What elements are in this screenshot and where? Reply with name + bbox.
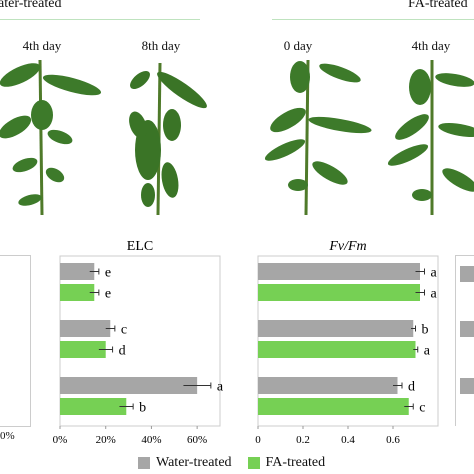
fvfm-tick-label-3: 0.6 xyxy=(386,434,400,446)
elc-chart: ELC ee cd a b 0% 20% 40% 60% xyxy=(53,239,224,446)
fvfm-letter-fa-3: c xyxy=(419,401,425,416)
elc-bar-fa-1 xyxy=(60,284,95,301)
legend: Water-treated FA-treated xyxy=(138,455,325,471)
right-fragment-bar-2 xyxy=(460,321,474,337)
fa-day-label-1: 0 day xyxy=(283,38,313,53)
water-day-label-2: 8th day xyxy=(141,38,181,53)
fa-header-line xyxy=(272,19,474,20)
fvfm-letter-water-2: b xyxy=(422,323,429,338)
plant-water-4th-day xyxy=(0,59,102,216)
plant-photos xyxy=(0,59,474,216)
elc-letter-fa-2: d xyxy=(119,344,126,359)
legend-water-swatch xyxy=(138,457,150,469)
elc-bar-fa-3 xyxy=(60,398,127,415)
elc-letter-fa-1: e xyxy=(105,287,111,302)
fvfm-letter-fa-2: a xyxy=(424,344,431,359)
fvfm-bar-water-3 xyxy=(258,377,398,394)
fvfm-tick-label-0: 0 xyxy=(255,434,261,446)
plant-water-8th-day xyxy=(129,62,207,216)
elc-tick-label-1: 20% xyxy=(96,434,116,446)
legend-fa-label: FA-treated xyxy=(265,455,326,470)
legend-fa-swatch xyxy=(247,457,260,469)
elc-bar-water-1 xyxy=(60,263,95,280)
right-chart-fragment xyxy=(455,255,474,426)
plant-fa-0-day xyxy=(264,59,372,216)
fa-day-label-2: 4th day xyxy=(411,38,451,53)
fvfm-bar-water-1 xyxy=(258,263,420,280)
water-day-label-1: 4th day xyxy=(22,38,62,53)
legend-fa: FA-treated xyxy=(247,455,326,471)
fvfm-bar-water-2 xyxy=(258,320,414,337)
fvfm-letter-fa-1: a xyxy=(431,287,438,302)
elc-tick-label-3: 60% xyxy=(187,434,207,446)
fvfm-letter-water-3: d xyxy=(408,380,415,395)
fa-treated-header: FA-treated xyxy=(408,0,468,11)
elc-bar-water-2 xyxy=(60,320,111,337)
elc-letter-fa-3: b xyxy=(139,401,146,416)
fvfm-tick-label-2: 0.4 xyxy=(341,434,355,446)
right-fragment-bar-3 xyxy=(460,378,474,394)
elc-tick-label-2: 40% xyxy=(141,434,161,446)
fvfm-bar-fa-3 xyxy=(258,398,409,415)
fvfm-chart-title: Fv/Fm xyxy=(328,239,366,254)
legend-water: Water-treated xyxy=(138,455,232,471)
elc-bar-water-3 xyxy=(60,377,198,394)
water-treated-header: ater-treated xyxy=(0,0,62,11)
elc-letter-water-2: c xyxy=(121,323,127,338)
fvfm-tick-label-1: 0.2 xyxy=(296,434,310,446)
left-fragment-tick: 0% xyxy=(0,430,15,442)
fvfm-letter-water-1: a xyxy=(431,266,438,281)
elc-letter-water-3: a xyxy=(217,380,224,395)
legend-water-label: Water-treated xyxy=(156,455,232,470)
water-header-line xyxy=(0,19,200,20)
plant-fa-4th-day xyxy=(387,60,474,215)
elc-letter-water-1: e xyxy=(105,266,111,281)
elc-chart-title: ELC xyxy=(127,239,153,254)
elc-tick-label-0: 0% xyxy=(53,434,68,446)
elc-bar-fa-2 xyxy=(60,341,106,358)
fvfm-bar-fa-2 xyxy=(258,341,416,358)
right-fragment-bar-1 xyxy=(460,266,474,282)
fvfm-bar-fa-1 xyxy=(258,284,420,301)
left-chart-fragment xyxy=(0,255,31,427)
